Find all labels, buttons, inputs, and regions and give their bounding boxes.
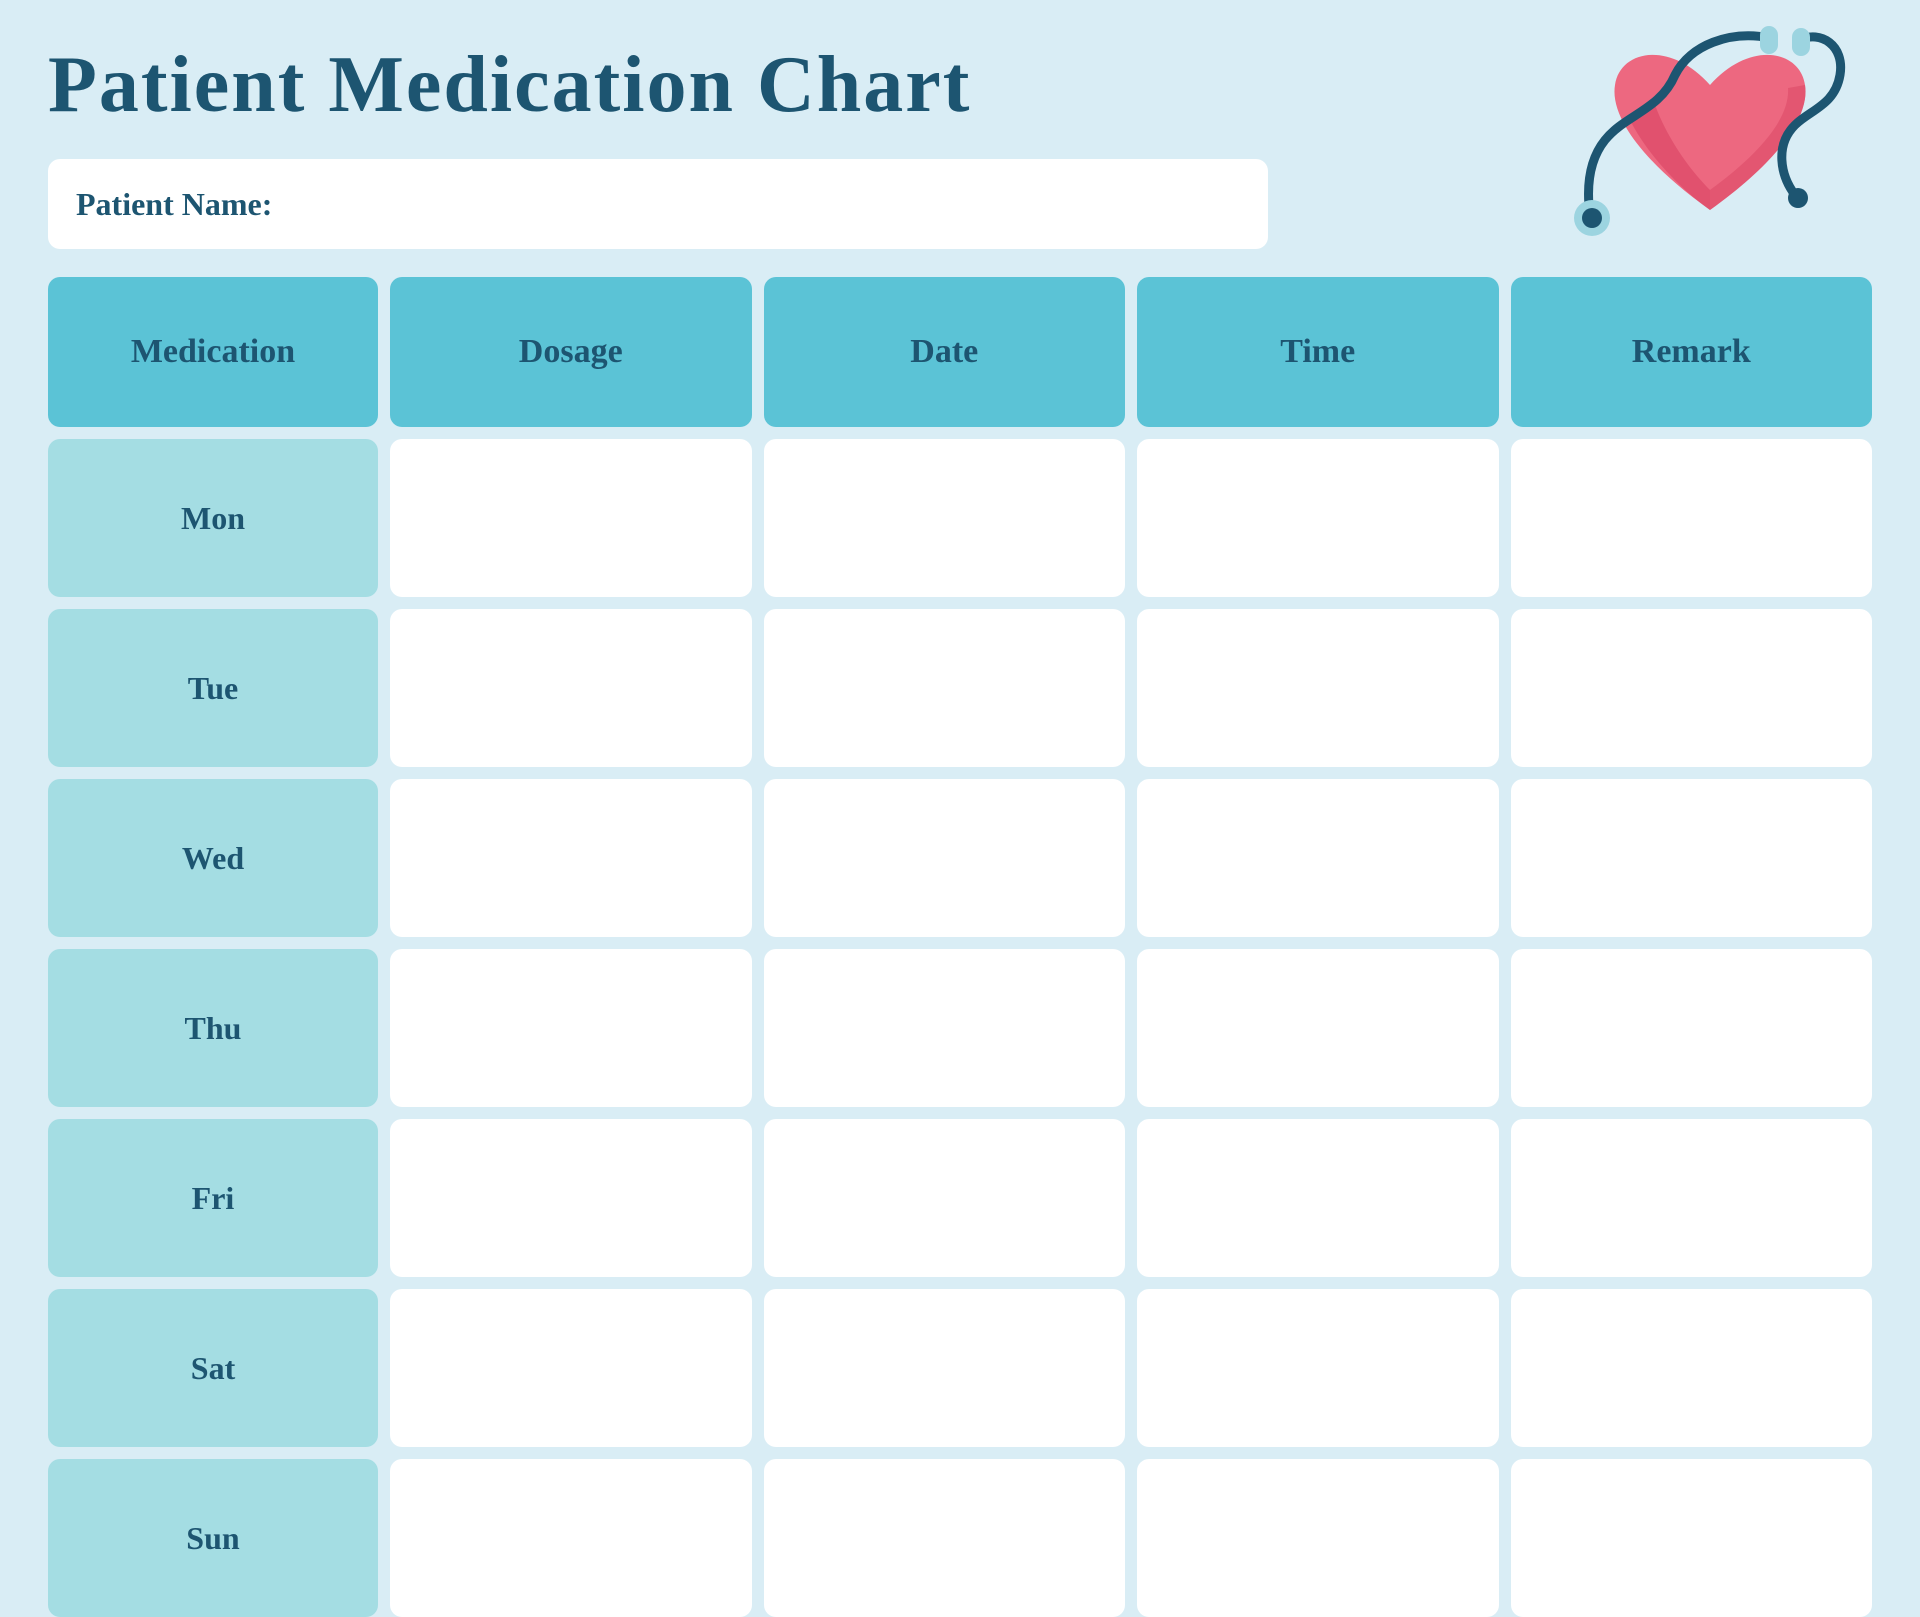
cell-thu-remark[interactable] — [1511, 949, 1873, 1107]
cell-mon-date[interactable] — [764, 439, 1126, 597]
cell-sat-time[interactable] — [1137, 1289, 1499, 1447]
day-cell-sun: Sun — [48, 1459, 378, 1617]
day-cell-fri: Fri — [48, 1119, 378, 1277]
column-header-dosage: Dosage — [390, 277, 752, 427]
heart-stethoscope-icon — [1560, 20, 1860, 240]
column-header-date: Date — [764, 277, 1126, 427]
column-header-remark: Remark — [1511, 277, 1873, 427]
cell-wed-time[interactable] — [1137, 779, 1499, 937]
cell-fri-time[interactable] — [1137, 1119, 1499, 1277]
cell-sat-remark[interactable] — [1511, 1289, 1873, 1447]
cell-thu-dosage[interactable] — [390, 949, 752, 1107]
cell-tue-date[interactable] — [764, 609, 1126, 767]
column-header-time: Time — [1137, 277, 1499, 427]
cell-sat-dosage[interactable] — [390, 1289, 752, 1447]
cell-thu-date[interactable] — [764, 949, 1126, 1107]
cell-wed-date[interactable] — [764, 779, 1126, 937]
day-cell-wed: Wed — [48, 779, 378, 937]
day-cell-thu: Thu — [48, 949, 378, 1107]
cell-mon-remark[interactable] — [1511, 439, 1873, 597]
cell-mon-time[interactable] — [1137, 439, 1499, 597]
cell-sun-time[interactable] — [1137, 1459, 1499, 1617]
patient-name-label: Patient Name: — [76, 186, 272, 223]
cell-wed-dosage[interactable] — [390, 779, 752, 937]
cell-tue-remark[interactable] — [1511, 609, 1873, 767]
cell-sun-date[interactable] — [764, 1459, 1126, 1617]
cell-mon-dosage[interactable] — [390, 439, 752, 597]
cell-fri-remark[interactable] — [1511, 1119, 1873, 1277]
day-cell-sat: Sat — [48, 1289, 378, 1447]
cell-tue-time[interactable] — [1137, 609, 1499, 767]
cell-fri-date[interactable] — [764, 1119, 1126, 1277]
header: Patient Medication Chart Patient Name: — [48, 40, 1872, 249]
day-cell-mon: Mon — [48, 439, 378, 597]
day-cell-tue: Tue — [48, 609, 378, 767]
cell-tue-dosage[interactable] — [390, 609, 752, 767]
cell-sun-dosage[interactable] — [390, 1459, 752, 1617]
column-header-medication: Medication — [48, 277, 378, 427]
cell-sat-date[interactable] — [764, 1289, 1126, 1447]
cell-thu-time[interactable] — [1137, 949, 1499, 1107]
cell-wed-remark[interactable] — [1511, 779, 1873, 937]
patient-name-field[interactable]: Patient Name: — [48, 159, 1268, 249]
medication-table: MedicationDosageDateTimeRemark MonTueWedT… — [48, 277, 1872, 1617]
cell-fri-dosage[interactable] — [390, 1119, 752, 1277]
cell-sun-remark[interactable] — [1511, 1459, 1873, 1617]
